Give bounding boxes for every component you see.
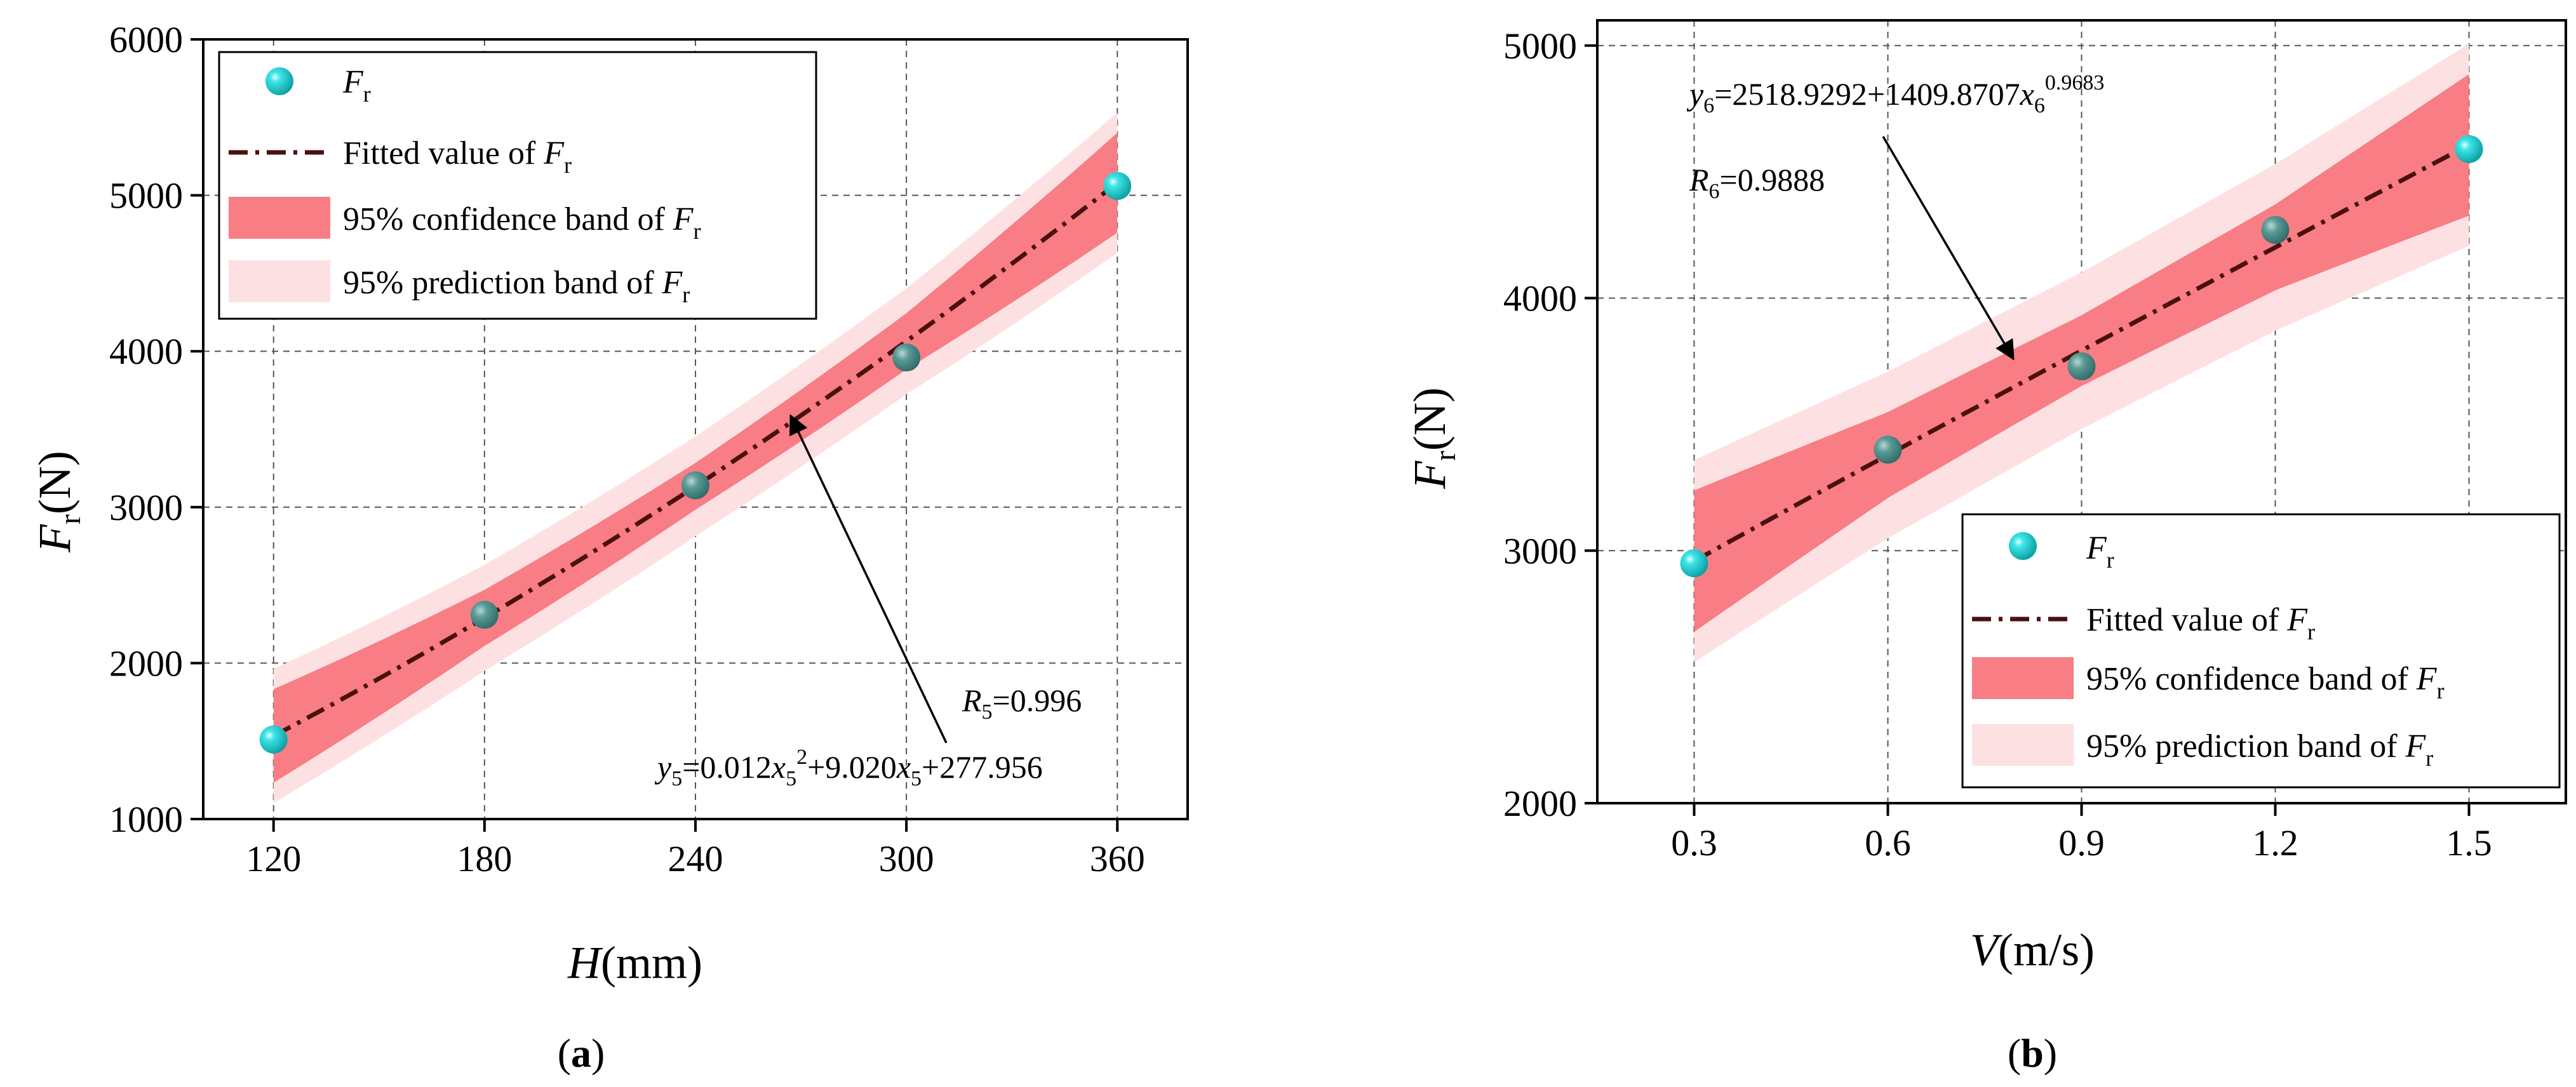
fit-line	[1693, 143, 2471, 563]
fit-line-group	[272, 181, 1119, 738]
x-tick-label: 1.2	[2252, 822, 2298, 864]
legend-marker-prediction	[1972, 724, 2074, 766]
data-point	[2261, 216, 2290, 244]
x-tick-label: 120	[246, 838, 301, 879]
data-points	[1680, 135, 2483, 578]
legend-item-prediction: 95% prediction band of Fr	[2086, 728, 2433, 771]
legend: Fr Fitted value of Fr 95% confidence ban…	[1961, 513, 2561, 789]
x-tick-label: 240	[668, 838, 723, 879]
chart-panel-b: 0.3 0.6 0.9 1.2 1.5 2000 3000 4000 5000 y6=2518.…	[1404, 19, 2567, 1076]
panel-label-a: (a)	[558, 1030, 605, 1076]
y-tick-label: 2000	[109, 643, 183, 684]
y-tick-label: 1000	[109, 799, 183, 840]
y-tick-label: 2000	[1503, 783, 1577, 824]
legend-item-confidence: 95% confidence band of Fr	[343, 201, 701, 244]
axis-ticks: 120 180 240 300 360 1000 2000 3000 4000 5000 6000	[109, 19, 1145, 879]
legend-item-fit: Fitted value of Fr	[2086, 602, 2315, 644]
y-tick-label: 6000	[109, 19, 183, 60]
equation-annotation: y6=2518.9292+1409.8707x60.9683	[1686, 71, 2104, 117]
legend-marker-point	[265, 67, 293, 95]
axis-ticks: 0.3 0.6 0.9 1.2 1.5 2000 3000 4000 5000	[1503, 25, 2492, 864]
data-point	[1874, 436, 1902, 464]
equation-annotation: y5=0.012x52+9.020x5+277.956	[654, 745, 1043, 790]
fit-line	[272, 181, 1119, 738]
x-axis-title: V(m/s)	[1970, 924, 2095, 975]
y-tick-label: 4000	[109, 331, 183, 372]
data-point	[681, 471, 709, 500]
x-tick-label: 180	[457, 838, 512, 879]
legend-item-confidence: 95% confidence band of Fr	[2086, 661, 2445, 704]
fit-line-group	[1693, 143, 2471, 563]
y-tick-label: 5000	[1503, 25, 1577, 67]
data-point	[470, 601, 499, 629]
r-value-annotation: R5=0.996	[962, 683, 1082, 724]
x-axis-title: H(mm)	[567, 937, 702, 988]
legend-item-points: Fr	[342, 64, 371, 107]
data-point	[259, 725, 288, 754]
x-tick-label: 0.9	[2058, 822, 2105, 864]
data-point	[892, 343, 921, 372]
annotation-arrow	[1882, 136, 2015, 361]
legend-item-fit: Fitted value of Fr	[343, 135, 572, 178]
legend-marker-point	[2009, 532, 2037, 560]
y-axis-title: Fr(N)	[1404, 387, 1462, 490]
panel-label-b: (b)	[2008, 1030, 2057, 1076]
data-point	[1680, 549, 1708, 578]
legend-marker-confidence	[229, 197, 330, 239]
annotation-arrow	[789, 414, 948, 744]
x-tick-label: 300	[879, 838, 934, 879]
data-points	[259, 171, 1132, 754]
legend-marker-prediction	[229, 260, 330, 302]
data-point	[2455, 135, 2483, 163]
x-tick-label: 360	[1090, 838, 1145, 879]
x-tick-label: 0.3	[1671, 822, 1717, 864]
data-point	[2067, 352, 2096, 380]
legend-marker-confidence	[1972, 657, 2074, 699]
legend: Fr Fitted value of Fr 95% confidence ban…	[218, 51, 817, 320]
y-tick-label: 3000	[1503, 530, 1577, 571]
data-point	[1103, 171, 1132, 200]
y-tick-label: 3000	[109, 487, 183, 528]
chart-panel-a: 120 180 240 300 360100020003000400050006000 …	[29, 19, 1189, 1076]
r-value-annotation: R6=0.9888	[1689, 162, 1825, 203]
legend-item-prediction: 95% prediction band of Fr	[343, 265, 690, 307]
y-axis-title: Fr(N)	[29, 451, 87, 553]
x-tick-label: 1.5	[2446, 822, 2492, 864]
y-tick-label: 4000	[1503, 278, 1577, 319]
x-tick-label: 0.6	[1865, 822, 1911, 864]
legend-item-points: Fr	[2086, 530, 2114, 573]
y-tick-label: 5000	[109, 175, 183, 217]
